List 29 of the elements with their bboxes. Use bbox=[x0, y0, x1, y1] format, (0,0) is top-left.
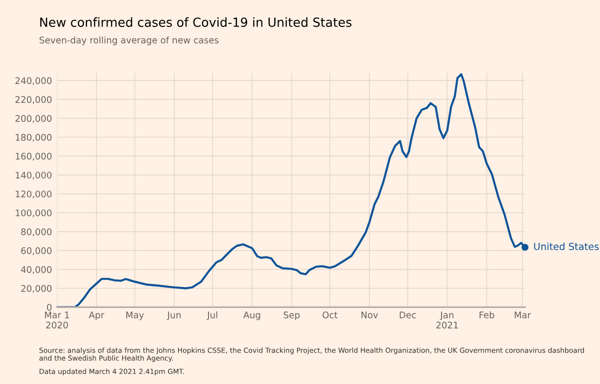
series-label: United States bbox=[534, 242, 599, 250]
y-tick-label: 140,000 bbox=[16, 172, 52, 180]
y-tick-label: 180,000 bbox=[16, 134, 52, 142]
y-tick-label: 200,000 bbox=[15, 115, 52, 123]
x-tick-label: Aug bbox=[243, 312, 260, 320]
chart-subtitle: Seven-day rolling average of new cases bbox=[40, 36, 218, 46]
x-tick-label: Jun bbox=[166, 312, 181, 320]
x-tick-label: Feb bbox=[480, 311, 494, 318]
y-tick-label: 60,000 bbox=[21, 247, 52, 256]
x-tick-label: Jul bbox=[206, 311, 218, 320]
y-tick-label: 120,000 bbox=[16, 190, 52, 198]
y-tick-label: 220,000 bbox=[15, 96, 52, 104]
x-tick-label: Apr bbox=[88, 312, 104, 320]
y-tick-label: 100,000 bbox=[16, 209, 52, 218]
x-tick-label: Sep bbox=[284, 312, 300, 320]
y-tick-label: 0 bbox=[46, 304, 52, 311]
x-tick-label: Dec bbox=[400, 312, 416, 318]
x-tick-label: Nov bbox=[362, 312, 378, 318]
y-tick-label: 160,000 bbox=[16, 152, 52, 161]
x-tick-label: Oct bbox=[322, 312, 338, 318]
x-tick-label: Mar 1 2020 bbox=[45, 312, 69, 328]
y-tick-label: 240,000 bbox=[15, 77, 52, 85]
y-tick-label: 80,000 bbox=[21, 228, 52, 236]
x-tick-label: Jan 2021 bbox=[436, 312, 458, 328]
y-tick-label: 20,000 bbox=[21, 285, 52, 293]
x-tick-label: Mar bbox=[514, 312, 531, 318]
chart-title: New confirmed cases of Covid-19 in United States bbox=[40, 17, 352, 27]
x-tick-label: May bbox=[126, 312, 144, 320]
y-tick-label: 40,000 bbox=[20, 266, 52, 274]
